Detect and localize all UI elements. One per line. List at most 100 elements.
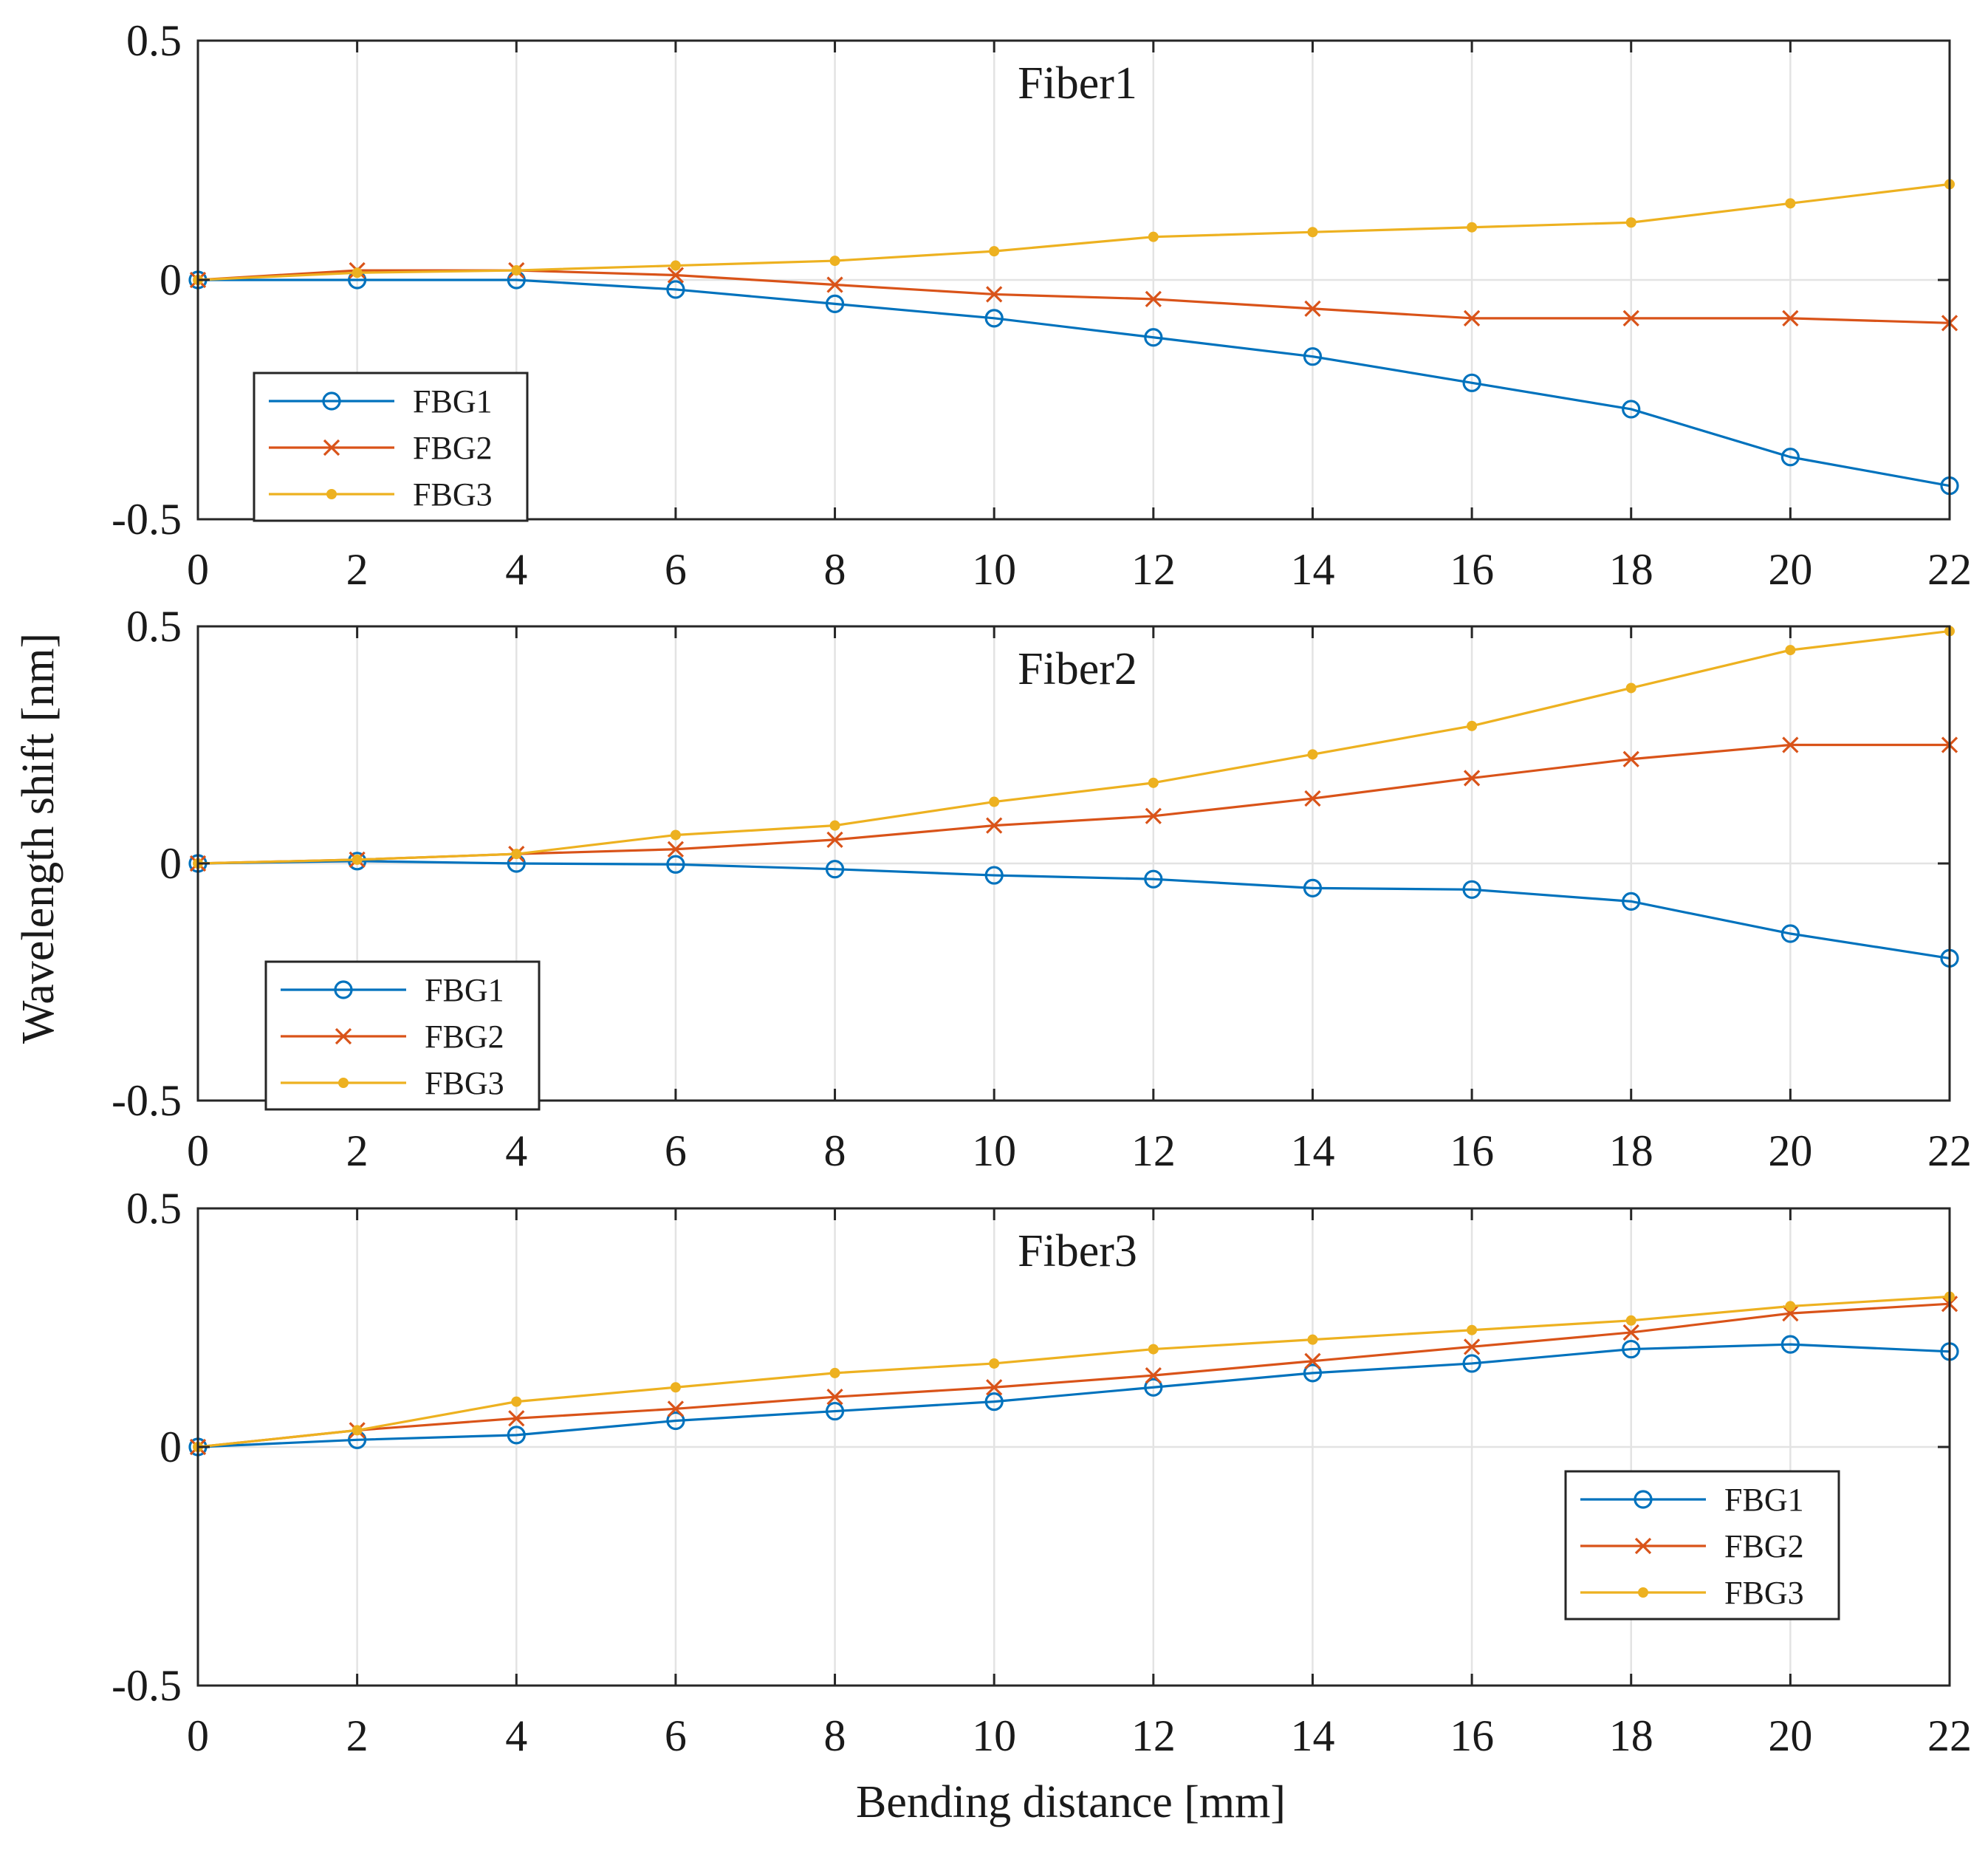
data-point-fbg3 [1148,777,1159,788]
data-point-fbg2 [1463,770,1481,787]
data-point-fbg3 [670,829,681,841]
data-point-fbg3 [352,267,363,278]
data-point-fbg3 [829,1367,840,1378]
x-tick-label: 10 [972,1711,1016,1760]
legend: FBG1 FBG2 FBG3 [1564,1470,1840,1621]
data-point-fbg2 [986,817,1003,834]
data-point-fbg3 [1467,222,1478,233]
legend-marker-fbg2 [323,439,340,456]
x-tick-label: 0 [187,1126,209,1175]
data-point-fbg3 [829,256,840,267]
panel-title: Fiber1 [1018,58,1137,109]
y-tick-label: -0.5 [112,495,182,544]
x-tick-label: 22 [1927,1711,1972,1760]
data-point-fbg1 [1780,924,1800,943]
y-tick-label: 0.5 [126,16,182,65]
series-line-fbg1 [197,1343,1950,1448]
data-point-fbg2 [1782,309,1799,326]
y-tick-label: 0 [160,839,182,888]
legend-label-fbg3: FBG3 [1724,1575,1804,1611]
x-tick-label: 10 [972,1126,1016,1175]
data-point-fbg3 [352,854,363,865]
legend-label-fbg1: FBG1 [425,972,504,1008]
data-point-fbg1 [1622,1339,1641,1359]
data-point-fbg3 [829,820,840,831]
data-point-fbg1 [666,1411,685,1431]
x-tick-label: 14 [1290,545,1334,594]
data-point-fbg1 [1622,892,1641,911]
x-tick-label: 0 [187,545,209,594]
panel-title: Fiber3 [1018,1226,1137,1276]
data-point-fbg3 [989,1358,1000,1369]
data-point-fbg2 [1145,807,1162,824]
x-tick-label: 2 [346,545,369,594]
panel-title: Fiber2 [1018,644,1137,694]
x-tick-label: 4 [505,1126,527,1175]
y-tick-label: -0.5 [112,1076,182,1125]
data-point-fbg3 [1307,749,1318,760]
x-tick-label: 18 [1609,1711,1653,1760]
x-tick-label: 8 [824,545,846,594]
data-point-fbg3 [1307,1334,1318,1345]
data-point-fbg2 [1622,750,1639,767]
data-point-fbg1 [348,852,367,871]
data-point-fbg1 [1780,448,1800,467]
data-point-fbg2 [508,1410,525,1427]
data-point-fbg1 [1622,400,1641,419]
data-point-fbg2 [1304,790,1321,807]
data-point-fbg3 [670,260,681,271]
x-tick-label: 8 [824,1126,846,1175]
data-point-fbg2 [1782,736,1799,753]
data-point-fbg3 [1785,1301,1796,1312]
data-point-fbg3 [1625,682,1636,694]
data-point-fbg1 [1303,1364,1323,1383]
data-point-fbg1 [666,280,685,299]
y-tick-label: 0 [160,1423,182,1471]
data-point-fbg2 [1782,1304,1799,1322]
x-tick-label: 22 [1927,1126,1972,1175]
data-point-fbg1 [1462,1354,1481,1373]
data-point-fbg2 [667,1400,685,1417]
x-tick-label: 16 [1450,545,1494,594]
data-point-fbg3 [989,796,1000,807]
data-point-fbg2 [826,1389,843,1406]
y-tick-label: 0.5 [126,602,182,651]
data-point-fbg3 [1148,231,1159,242]
data-point-fbg3 [1785,645,1796,656]
data-point-fbg2 [1145,1366,1162,1384]
data-point-fbg3 [511,265,522,276]
legend-marker-fbg2 [335,1027,352,1045]
data-point-fbg1 [984,1392,1004,1412]
data-point-fbg2 [1304,1352,1321,1369]
data-point-fbg3 [1148,1344,1159,1355]
y-axis-label: Wavelength shift [nm] [13,633,64,1044]
data-point-fbg1 [984,309,1004,328]
data-point-fbg2 [986,1379,1003,1396]
legend-marker-fbg1 [1634,1490,1653,1509]
data-point-fbg1 [1462,880,1481,899]
x-tick-label: 2 [346,1711,369,1760]
data-point-fbg3 [989,246,1000,257]
x-tick-label: 14 [1290,1711,1334,1760]
data-point-fbg1 [1303,347,1323,366]
x-tick-label: 6 [665,1126,687,1175]
data-point-fbg3 [1467,1324,1478,1335]
data-point-fbg3 [352,1425,363,1436]
legend-marker-fbg1 [334,980,353,999]
x-tick-label: 4 [505,545,527,594]
data-point-fbg2 [1145,290,1162,308]
data-point-fbg1 [1144,328,1163,347]
data-point-fbg2 [667,267,685,284]
x-tick-label: 8 [824,1711,846,1760]
x-tick-label: 10 [972,545,1016,594]
legend: FBG1 FBG2 FBG3 [264,960,541,1111]
data-point-fbg2 [826,276,843,293]
data-point-fbg1 [984,866,1004,885]
data-point-fbg2 [1622,309,1639,326]
legend-label-fbg1: FBG1 [413,383,493,420]
legend-marker-fbg3 [338,1078,349,1088]
data-point-fbg1 [1780,1335,1800,1354]
x-tick-label: 18 [1609,1126,1653,1175]
data-point-fbg2 [1463,1338,1481,1355]
